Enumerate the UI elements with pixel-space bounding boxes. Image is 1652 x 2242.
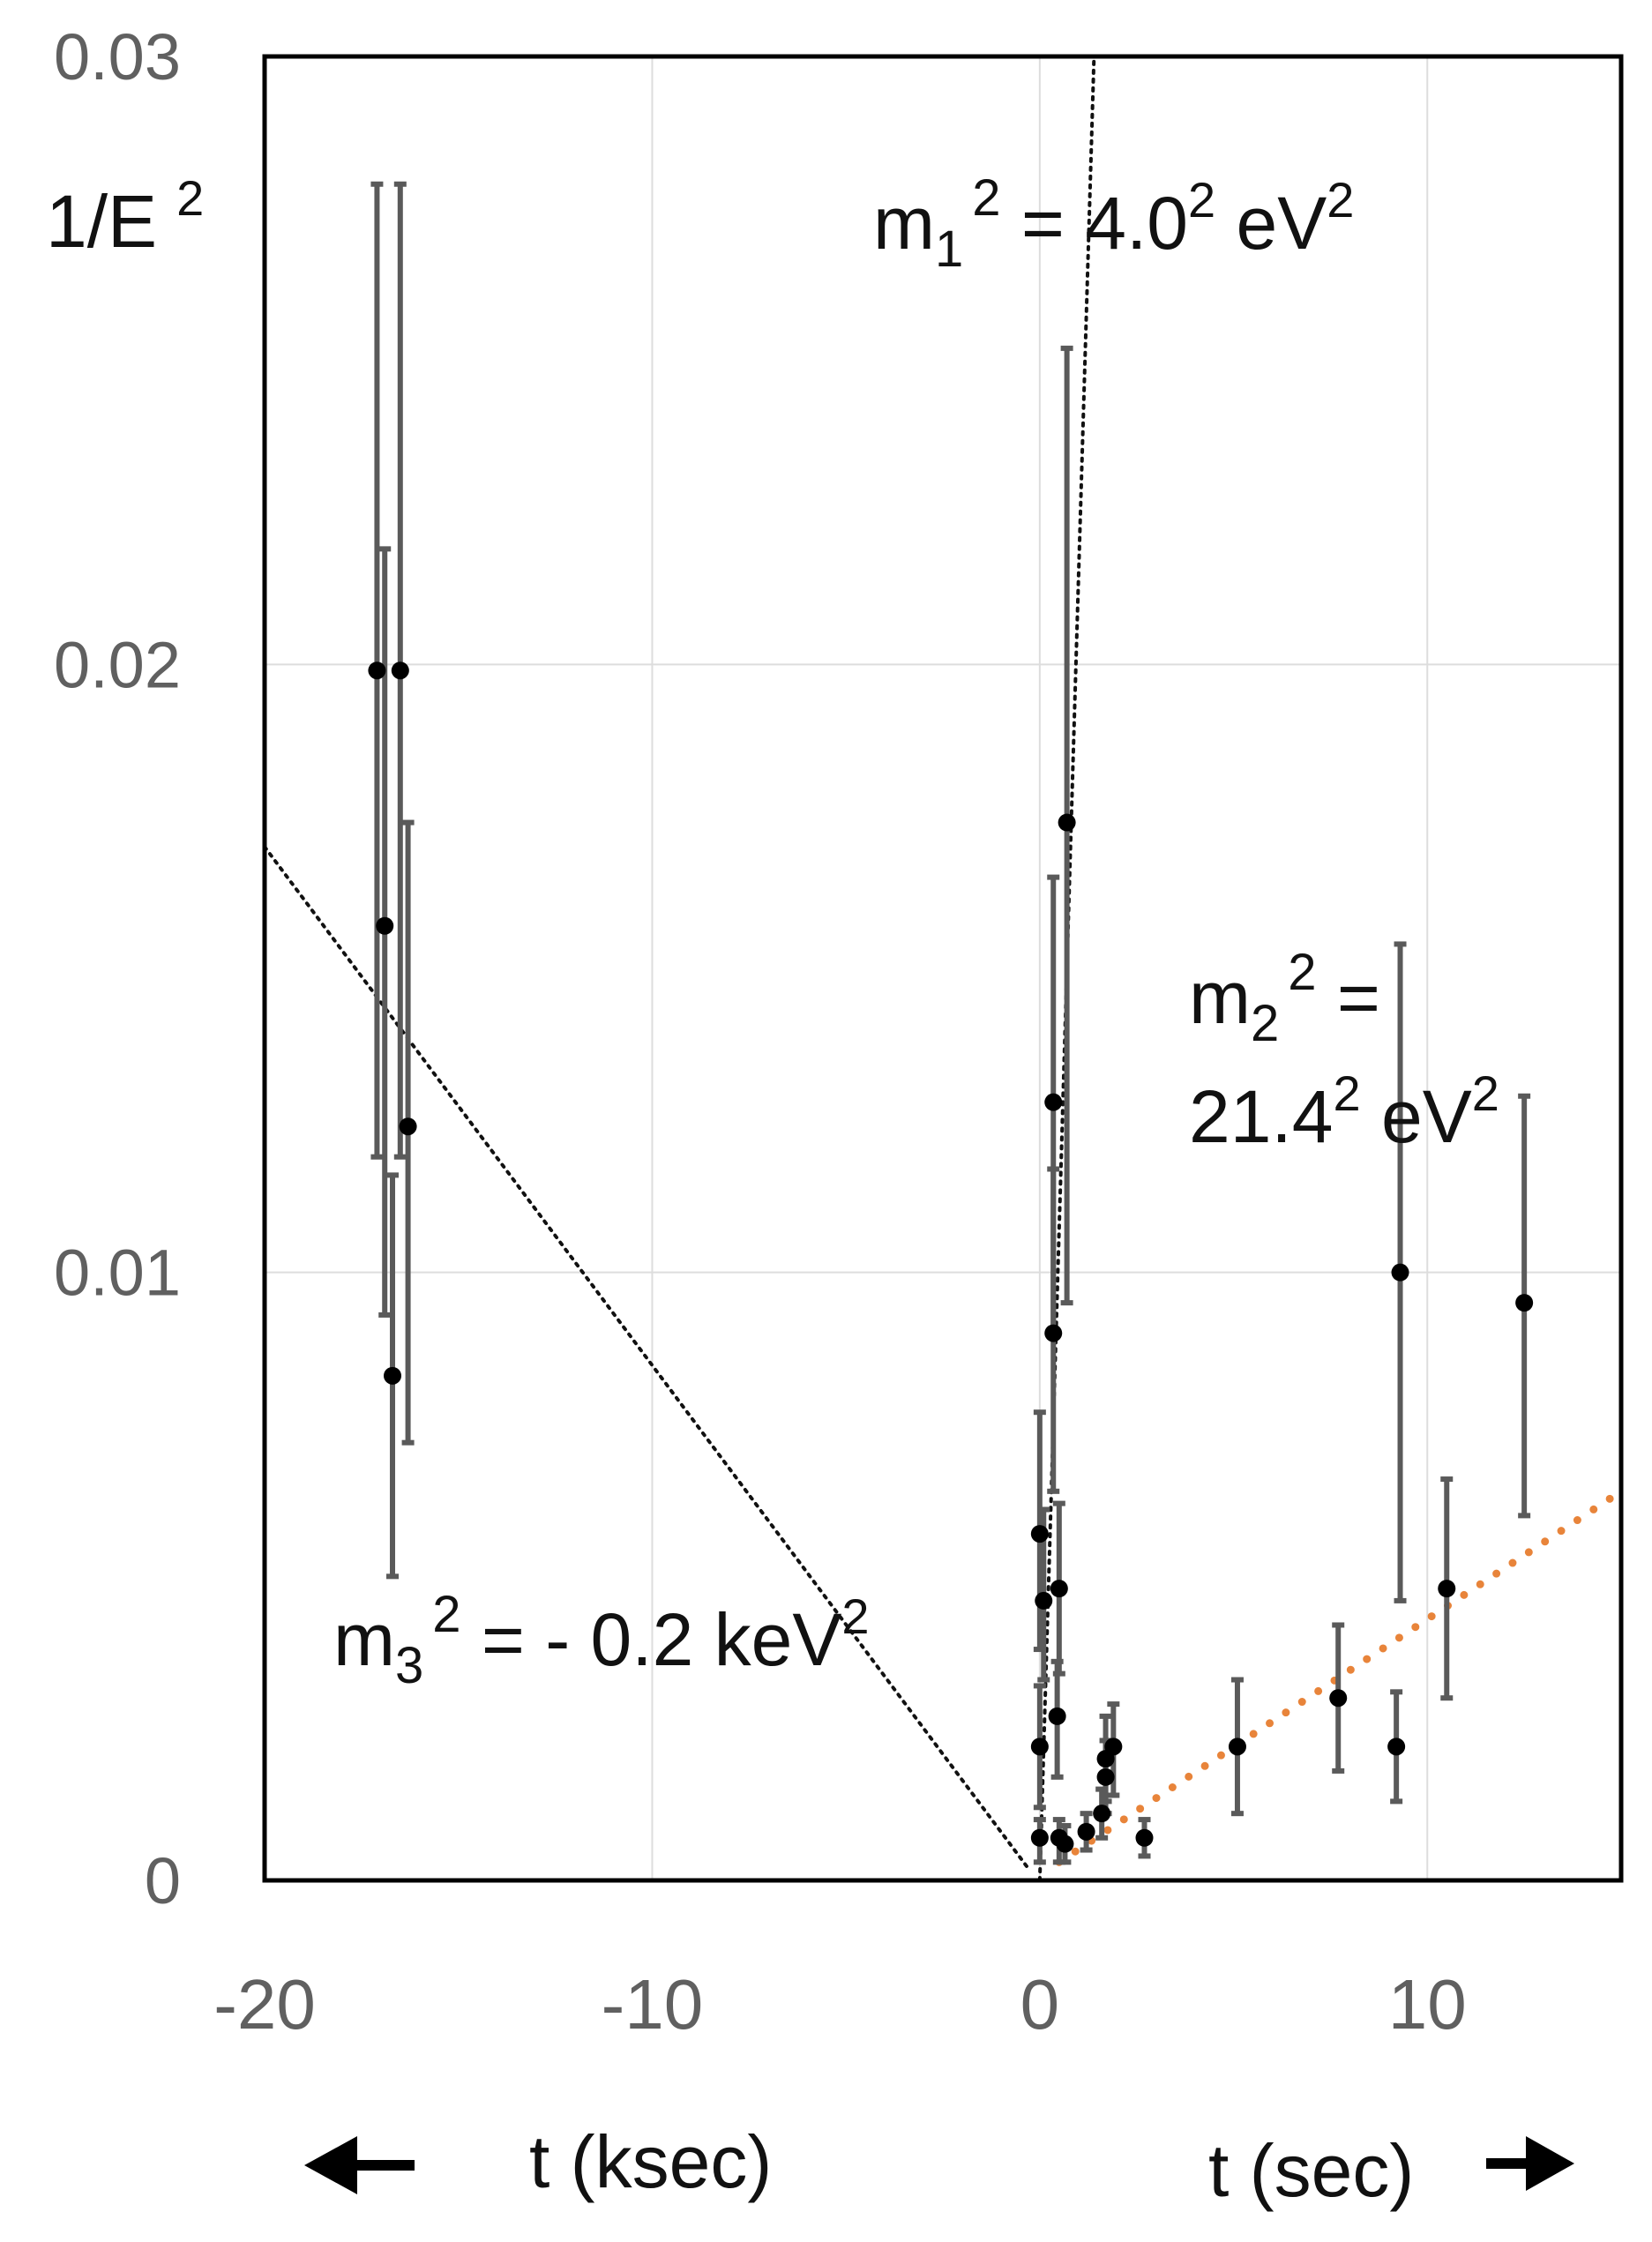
data-point [1058,813,1076,832]
data-point [1391,1263,1409,1282]
data-point [1030,1828,1049,1847]
y-tick-labels: 0 0.01 0.02 0.03 [54,20,181,1917]
data-point [1050,1580,1068,1598]
x-tick-labels: -20 -10 0 10 [213,1965,1467,2044]
data-point [1515,1294,1534,1312]
data-point [1387,1738,1406,1756]
data-point [1096,1767,1115,1786]
data-point [1438,1580,1456,1598]
m3-fit-line [263,845,1030,1871]
right-arrow-icon [1486,2136,1574,2191]
x-tick-label: 10 [1388,1965,1467,2044]
data-point [1044,1324,1063,1342]
annotation-m1: m12 = 4.02 eV2 [873,169,1354,278]
data-point [1077,1822,1095,1841]
data-point [1056,1835,1074,1853]
x-axis-label-left: t (ksec) [529,2120,772,2203]
data-point [368,661,386,680]
data-point [1329,1689,1348,1708]
data-point [399,1117,417,1136]
y-tick-label: 0.03 [54,20,181,93]
x-axis-label-right: t (sec) [1208,2129,1414,2212]
data-point [1093,1805,1111,1823]
data-point [391,661,409,680]
data-point [1030,1738,1049,1756]
plot-frame [262,54,1624,1883]
y-axis-label: 1/E 2 [46,170,204,263]
data-point [1228,1738,1246,1756]
annotation-m2-line2: 21.42 eV2 [1189,1065,1499,1158]
data-points [368,661,1534,1853]
left-arrow-icon [304,2136,415,2194]
data-point [384,1366,402,1385]
data-point [376,916,394,935]
data-point [1104,1738,1123,1756]
y-tick-label: 0 [145,1844,181,1917]
data-point [1030,1525,1049,1543]
data-point [1048,1707,1066,1725]
x-tick-label: -10 [602,1965,704,2044]
data-point [1035,1591,1053,1610]
data-point [1135,1828,1154,1847]
y-tick-label: 0.02 [54,628,181,701]
m2-fit-line [1055,1487,1626,1866]
annotation-m2-line1: m22 = [1189,944,1380,1052]
x-tick-label: 0 [1020,1965,1060,2044]
annotation-m3: m32 = - 0.2 keV2 [333,1586,870,1694]
data-point [1044,1093,1063,1111]
x-tick-label: -20 [213,1965,316,2044]
y-tick-label: 0.01 [54,1237,181,1310]
